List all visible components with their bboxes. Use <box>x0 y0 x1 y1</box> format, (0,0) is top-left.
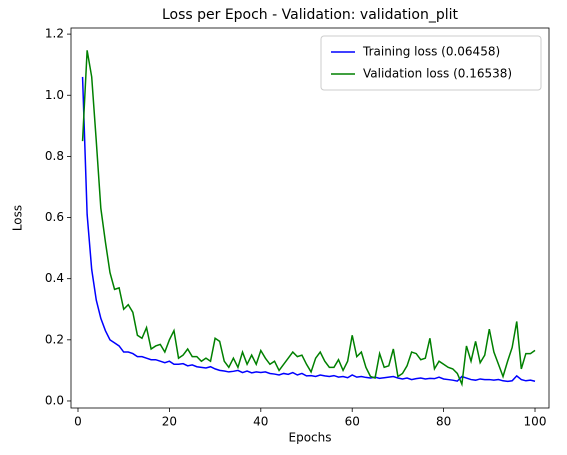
x-tick-label: 100 <box>524 415 547 429</box>
y-tick-label: 0.8 <box>45 149 64 163</box>
x-tick-label: 60 <box>345 415 360 429</box>
y-tick-label: 1.0 <box>45 88 64 102</box>
x-tick-label: 20 <box>162 415 177 429</box>
chart-title: Loss per Epoch - Validation: validation_… <box>162 7 459 23</box>
line <box>81 76 536 383</box>
legend-label: Validation loss (0.16538) <box>363 67 512 81</box>
x-tick-label: 80 <box>436 415 451 429</box>
y-tick-label: 1.2 <box>45 27 64 41</box>
x-tick-label: 40 <box>253 415 268 429</box>
y-tick-label: 0.4 <box>45 271 64 285</box>
y-tick-label: 0.2 <box>45 332 64 346</box>
y-axis-label: Loss <box>11 205 25 231</box>
line <box>81 50 536 388</box>
y-tick-label: 0.6 <box>45 210 64 224</box>
x-tick-label: 0 <box>74 415 82 429</box>
legend-box <box>320 35 542 91</box>
legend-label: Training loss (0.06458) <box>362 45 500 59</box>
plot-frame <box>70 27 550 409</box>
y-tick-label: 0.0 <box>45 393 64 407</box>
x-axis-label: Epochs <box>289 431 332 445</box>
